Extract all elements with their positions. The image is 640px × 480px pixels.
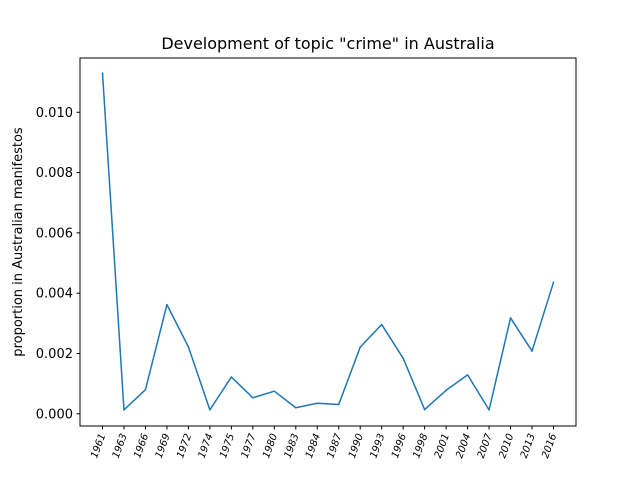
y-tick-label: 0.006 bbox=[36, 226, 73, 241]
y-tick-label: 0.000 bbox=[36, 407, 73, 422]
y-tick-label: 0.008 bbox=[36, 166, 73, 181]
x-tick-label: 1998 bbox=[411, 432, 430, 460]
data-point bbox=[166, 303, 168, 306]
data-point bbox=[423, 408, 426, 411]
plot-area bbox=[79, 57, 577, 427]
x-tick-label: 1996 bbox=[390, 432, 409, 460]
x-tick-label: 1969 bbox=[154, 432, 173, 460]
x-tick-label: 1983 bbox=[283, 432, 302, 460]
x-tick-label: 2004 bbox=[454, 432, 473, 460]
data-point bbox=[509, 317, 512, 319]
data-point bbox=[144, 388, 147, 391]
x-tick-label: 2007 bbox=[476, 432, 495, 460]
y-tick-label: 0.004 bbox=[36, 287, 73, 302]
x-tick-label: 2013 bbox=[519, 432, 538, 460]
data-point bbox=[209, 409, 211, 411]
x-tick-label: 1993 bbox=[368, 432, 387, 460]
y-axis: 0.000 0.002 0.004 0.006 0.008 0.010 bbox=[36, 106, 80, 422]
y-tick-label: 0.002 bbox=[36, 347, 73, 362]
data-point bbox=[273, 390, 276, 392]
x-tick-label: 1975 bbox=[218, 432, 237, 460]
data-point bbox=[252, 397, 254, 399]
series-line bbox=[101, 73, 555, 411]
data-point bbox=[230, 376, 233, 378]
data-point bbox=[337, 403, 340, 406]
x-tick-label: 2010 bbox=[497, 432, 516, 460]
x-tick-label: 1977 bbox=[240, 432, 259, 460]
data-point bbox=[380, 323, 383, 326]
x-tick-label: 1961 bbox=[89, 432, 108, 460]
x-tick-label: 1980 bbox=[261, 432, 280, 460]
x-axis: 1961 1963 1966 1969 1972 1974 1975 1977 1980 1983… bbox=[89, 426, 559, 460]
data-point bbox=[123, 409, 125, 411]
data-point bbox=[294, 406, 297, 409]
data-point bbox=[187, 346, 190, 348]
x-tick-label: 2001 bbox=[433, 432, 452, 460]
data-point bbox=[445, 389, 447, 392]
x-tick-label: 2016 bbox=[540, 432, 559, 460]
x-tick-label: 1990 bbox=[347, 432, 366, 460]
x-tick-label: 1972 bbox=[175, 432, 194, 460]
x-tick-label: 1963 bbox=[111, 432, 130, 460]
x-tick-label: 1984 bbox=[304, 432, 323, 460]
x-tick-label: 1974 bbox=[197, 432, 216, 460]
x-tick-label: 1987 bbox=[326, 432, 345, 460]
x-tick-label: 1966 bbox=[132, 432, 151, 460]
data-point bbox=[101, 72, 104, 74]
chart-title: Development of topic "crime" in Australi… bbox=[161, 34, 494, 53]
data-point bbox=[488, 409, 490, 411]
y-tick-label: 0.010 bbox=[36, 106, 73, 121]
data-point bbox=[531, 350, 533, 352]
data-point bbox=[316, 402, 319, 405]
data-point bbox=[466, 374, 469, 376]
y-axis-label: proportion in Australian manifestos bbox=[11, 127, 26, 357]
data-point bbox=[552, 281, 555, 284]
data-point bbox=[402, 357, 404, 360]
data-point bbox=[359, 346, 362, 348]
series-group bbox=[101, 72, 555, 411]
